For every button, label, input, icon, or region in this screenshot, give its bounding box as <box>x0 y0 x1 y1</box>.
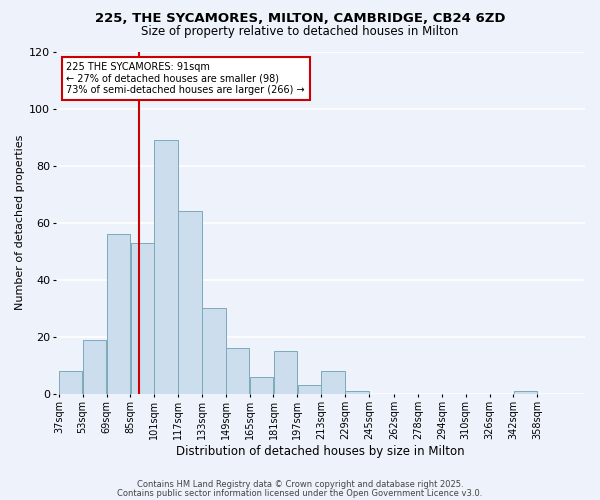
Y-axis label: Number of detached properties: Number of detached properties <box>15 135 25 310</box>
Bar <box>107 234 130 394</box>
Bar <box>322 371 345 394</box>
Bar <box>298 386 321 394</box>
Bar <box>345 391 368 394</box>
Text: Contains HM Land Registry data © Crown copyright and database right 2025.: Contains HM Land Registry data © Crown c… <box>137 480 463 489</box>
Text: Contains public sector information licensed under the Open Government Licence v3: Contains public sector information licen… <box>118 488 482 498</box>
Text: 225 THE SYCAMORES: 91sqm
← 27% of detached houses are smaller (98)
73% of semi-d: 225 THE SYCAMORES: 91sqm ← 27% of detach… <box>67 62 305 95</box>
Bar <box>59 371 82 394</box>
X-axis label: Distribution of detached houses by size in Milton: Distribution of detached houses by size … <box>176 444 465 458</box>
Bar <box>131 242 154 394</box>
Text: Size of property relative to detached houses in Milton: Size of property relative to detached ho… <box>142 25 458 38</box>
Bar <box>274 351 297 394</box>
Text: 225, THE SYCAMORES, MILTON, CAMBRIDGE, CB24 6ZD: 225, THE SYCAMORES, MILTON, CAMBRIDGE, C… <box>95 12 505 26</box>
Bar <box>154 140 178 394</box>
Bar <box>250 377 273 394</box>
Bar <box>202 308 226 394</box>
Bar <box>514 391 537 394</box>
Bar <box>83 340 106 394</box>
Bar <box>226 348 250 394</box>
Bar <box>178 212 202 394</box>
